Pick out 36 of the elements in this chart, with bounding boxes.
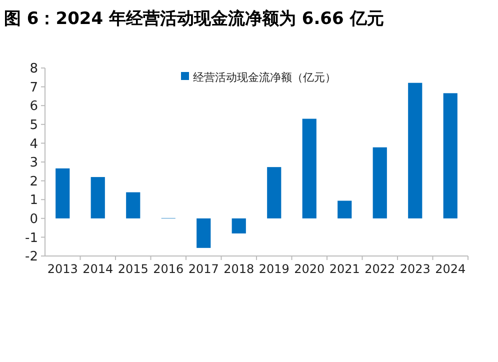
x-tick-label: 2024 [435,262,466,276]
bar [443,93,458,218]
y-tick-label: -2 [25,250,38,265]
x-tick-label: 2019 [258,262,290,276]
x-tick-label: 2017 [188,262,219,276]
x-tick-label: 2020 [294,262,325,276]
x-tick-label: 2023 [400,262,430,276]
y-tick-label: -1 [25,230,38,246]
x-tick-label: 2015 [118,262,148,276]
bar [126,192,140,218]
y-tick-label: 4 [30,136,38,152]
bar [56,168,70,218]
chart-title: 图 6：2024 年经营活动现金流净额为 6.66 亿元 [4,9,384,29]
y-tick-label: 6 [30,99,38,114]
x-tick-label: 2016 [153,262,184,276]
y-tick-label: 2 [30,174,38,190]
y-tick-label: 7 [30,80,38,96]
bar [338,200,352,218]
y-tick-label: 3 [30,156,38,171]
y-tick-label: 5 [30,118,38,133]
x-tick-label: 2018 [224,262,254,276]
y-tick-label: 0 [30,212,38,227]
bar [302,118,316,218]
x-tick-label: 2013 [47,262,78,276]
bar [408,82,422,218]
y-tick-label: 1 [30,193,38,208]
bar [196,218,211,248]
legend-label: 经营活动现金流净额（亿元） [193,70,336,84]
bar [90,177,105,218]
x-tick-label: 2014 [82,262,114,276]
y-tick-label: 8 [30,62,38,77]
x-tick-label: 2022 [364,262,396,276]
bar [232,218,246,234]
bar [372,147,387,218]
bar [267,167,282,218]
x-tick-label: 2021 [329,262,360,276]
